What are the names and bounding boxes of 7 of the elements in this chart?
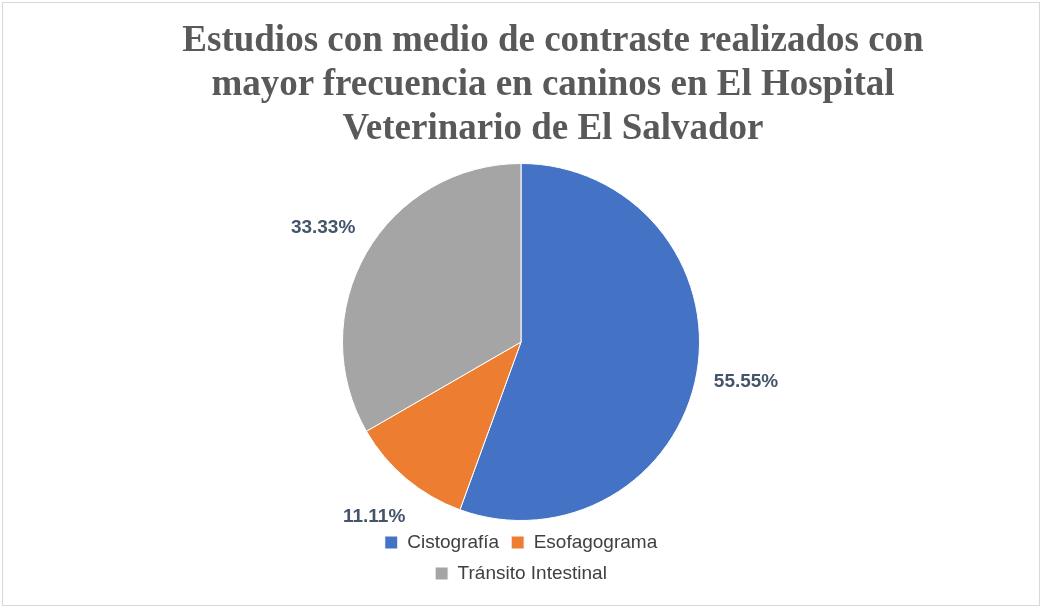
data-label: 11.11% — [342, 505, 406, 527]
legend-label: Esofagograma — [533, 530, 658, 552]
legend-label: Tránsito Intestinal — [457, 561, 607, 583]
chart-title: Estudios con medio de contraste realizados con mayor frecuencia en caninos en El Hospital Veterinario de El Salvador — [181, 17, 925, 149]
legend-label: Cistografía — [407, 530, 500, 552]
data-label: 55.55% — [713, 369, 779, 391]
data-label: 33.33% — [290, 215, 356, 237]
